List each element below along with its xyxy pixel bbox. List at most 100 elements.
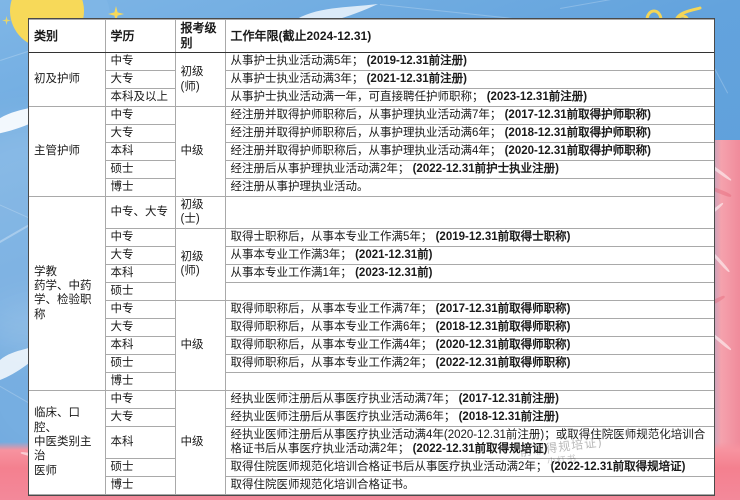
cell-education: 中专: [104, 389, 176, 409]
table-header: 类别 学历 报考级别 工作年限(截止2024-12.31): [29, 19, 714, 53]
cell-work-years: 从事护士执业活动满3年； (2021-12.31前注册): [224, 70, 714, 89]
table-row: 本科 从事本专业工作满1年； (2023-12.31前): [29, 263, 714, 283]
requirement-deadline: (2023-12.31前注册): [483, 91, 588, 104]
table-row: 大专 从事本专业工作满3年； (2021-12.31前): [29, 245, 714, 265]
cell-work-years: 经注册从事护理执业活动。: [224, 178, 714, 197]
cell-education: 本科: [105, 335, 176, 355]
table-row: 大专 经执业医师注册后从事医疗执业活动满6年； (2018-12.31前注册): [29, 407, 714, 427]
table-row: 大专 经注册并取得护师职称后，从事护理执业活动满6年； (2018-12.31前取…: [29, 124, 714, 143]
table-row: 大专 从事护士执业活动满3年； (2021-12.31前注册): [29, 70, 714, 89]
cell-education: 中专: [105, 227, 176, 247]
cell-education: 本科: [105, 142, 176, 161]
cell-work-years: 经执业医师注册后从事医疗执业活动满7年； (2017-12.31前注册): [224, 389, 714, 409]
requirement-deadline: (2019-12.31前取得士职称): [432, 231, 571, 244]
cell-exam-level: 中级: [174, 389, 226, 495]
cell-category: 初及护师: [29, 52, 106, 107]
requirement-deadline: (2018-12.31前注册): [455, 411, 559, 424]
table-row: 主管护师 中专 中级 经注册并取得护师职称后，从事护理执业活动满7年； (2017-1…: [29, 106, 714, 197]
star-icon: [2, 16, 11, 25]
cell-education: 本科及以上: [105, 88, 176, 107]
cell-education: 博士: [105, 178, 176, 197]
cell-education: 大专: [105, 70, 176, 89]
table-row: 临床、口腔、 中医类别主治 医师 中专 中级 经执业医师注册后从事医疗执业活动满7年； (…: [29, 389, 714, 495]
cell-work-years: 取得师职称后，从事本专业工作满2年； (2022-12.31前取得师职称): [224, 353, 714, 373]
table-row: 硕士 经注册后从事护理执业活动满2年； (2022-12.31前护士执业注册): [29, 160, 714, 179]
requirement-deadline: (2017-12.31前取得护师职称): [501, 109, 651, 122]
table-header-row: 类别 学历 报考级别 工作年限(截止2024-12.31): [29, 19, 714, 53]
cell-work-years: 取得师职称后，从事本专业工作满4年； (2020-12.31前取得师职称): [224, 335, 714, 355]
cell-education: 大专: [105, 317, 176, 337]
qualification-table: 类别 学历 报考级别 工作年限(截止2024-12.31) 初及护师 中专 初级 (师…: [29, 19, 714, 495]
cell-work-years: 从事护士执业活动满一年，可直接聘任护师职称； (2023-12.31前注册): [224, 88, 714, 107]
column-header-exam-level: 报考级别: [174, 19, 226, 53]
cell-education: 硕士: [105, 281, 176, 301]
table-row: 本科 经执业医师注册后从事医疗执业活动满4年(2020-12.31前注册)；或取得…: [29, 425, 714, 459]
requirement-deadline: (2022-12.31前取得师职称): [432, 357, 571, 370]
cell-work-years: 经注册并取得护师职称后，从事护理执业活动满6年； (2018-12.31前取得护…: [224, 124, 714, 143]
requirement-deadline: (2021-12.31前): [351, 249, 433, 262]
table-body: 初及护师 中专 初级 (师) 从事护士执业活动满5年； (2019-12.31前注册) 大…: [29, 52, 714, 495]
table-row: 中专 中级 取得师职称后，从事本专业工作满7年； (2017-12.31前取得师职称…: [29, 299, 714, 391]
requirement-deadline: (2022-12.31前取得规培证): [547, 460, 686, 473]
requirement-deadline: (2022-12.31前取得规培证): [409, 443, 548, 456]
cell-work-years: 经注册并取得护师职称后，从事护理执业活动满4年； (2020-12.31前取得护…: [224, 142, 714, 161]
cell-work-years: 从事本专业工作满1年； (2023-12.31前): [224, 263, 714, 283]
cell-work-years: 取得师职称后，从事本专业工作满6年； (2018-12.31前取得师职称): [224, 317, 714, 337]
qualification-table-container: 类别 学历 报考级别 工作年限(截止2024-12.31) 初及护师 中专 初级 (师…: [28, 18, 715, 496]
cell-work-years: 取得士职称后，从事本专业工作满5年； (2019-12.31前取得士职称): [224, 227, 714, 247]
requirement-deadline: (2022-12.31前护士执业注册): [409, 163, 559, 176]
table-row: 中专 初级(师) 取得士职称后，从事本专业工作满5年； (2019-12.31前取得…: [29, 227, 714, 301]
table-row: 博士 取得住院医师规范化培训合格证书。: [29, 475, 714, 495]
requirement-deadline: (2017-12.31前注册): [455, 393, 559, 406]
cell-category: 主管护师: [29, 106, 106, 197]
requirement-deadline: (2020-12.31前取得护师职称): [501, 145, 651, 158]
table-row: 硕士 取得师职称后，从事本专业工作满2年； (2022-12.31前取得师职称): [29, 353, 714, 373]
requirement-deadline: (2021-12.31前注册): [363, 73, 467, 86]
column-header-category: 类别: [29, 19, 106, 53]
cell-education: 中专: [104, 52, 176, 71]
cell-work-years: [224, 196, 714, 229]
table-row: 博士 经注册从事护理执业活动。: [29, 178, 714, 197]
requirement-deadline: (2018-12.31前取得师职称): [432, 321, 571, 334]
cell-exam-level: 中级: [174, 106, 226, 197]
requirement-deadline: (2019-12.31前注册): [363, 55, 467, 68]
cell-work-years: 取得住院医师规范化培训合格证书。: [224, 475, 714, 495]
cell-education: 硕士: [105, 160, 176, 179]
cell-category: 学教 药学、中药 学、检验职称: [29, 196, 106, 391]
cell-education: 中专: [104, 106, 176, 125]
cell-work-years: 经注册并取得护师职称后，从事护理执业活动满7年； (2017-12.31前取得护…: [224, 106, 714, 125]
requirement-deadline: (2023-12.31前): [351, 267, 433, 280]
cell-category: 临床、口腔、 中医类别主治 医师: [29, 389, 106, 495]
cell-education: 大专: [105, 124, 176, 143]
table-row: 本科及以上 从事护士执业活动满一年，可直接聘任护师职称； (2023-12.31前…: [29, 88, 714, 107]
cell-education: 硕士: [105, 457, 176, 477]
column-header-education: 学历: [104, 19, 176, 53]
table-row: 大专 取得师职称后，从事本专业工作满6年； (2018-12.31前取得师职称): [29, 317, 714, 337]
table-row: 初及护师 中专 初级 (师) 从事护士执业活动满5年； (2019-12.31前注册): [29, 52, 714, 107]
cell-work-years: 取得住院医师规范化培训合格证书后从事医疗执业活动满2年； (2022-12.31…: [224, 457, 714, 477]
requirement-deadline: (2017-12.31前取得师职称): [432, 303, 571, 316]
cell-work-years: 从事本专业工作满3年； (2021-12.31前): [224, 245, 714, 265]
table-row: 学教 药学、中药 学、检验职称 中专、大专 初级 (士): [29, 196, 714, 391]
requirement-deadline: (2018-12.31前取得护师职称): [501, 127, 651, 140]
requirement-deadline: (2020-12.31前取得师职称): [432, 339, 571, 352]
table-row: 硕士: [29, 281, 714, 301]
cell-education: 大专: [105, 407, 176, 427]
table-row: 本科 经注册并取得护师职称后，从事护理执业活动满4年； (2020-12.31前取…: [29, 142, 714, 161]
cell-education: 大专: [105, 245, 176, 265]
column-header-work-years: 工作年限(截止2024-12.31): [224, 19, 714, 53]
cell-exam-level: 初级 (士): [174, 196, 226, 229]
table-row: 本科 取得师职称后，从事本专业工作满4年； (2020-12.31前取得师职称): [29, 335, 714, 355]
cell-work-years: 从事护士执业活动满5年； (2019-12.31前注册): [224, 52, 714, 71]
cell-education: 本科: [105, 263, 176, 283]
table-row: 硕士 取得住院医师规范化培训合格证书后从事医疗执业活动满2年； (2022-12.…: [29, 457, 714, 477]
cell-education: 中专: [105, 299, 176, 319]
cell-exam-level: 初级(师): [174, 52, 226, 107]
cell-education: 中专、大专: [104, 196, 176, 229]
cell-education: 硕士: [105, 353, 176, 373]
cell-work-years: 经执业医师注册后从事医疗执业活动满6年； (2018-12.31前注册): [224, 407, 714, 427]
cell-education: 本科: [105, 425, 176, 459]
cell-education: 博士: [105, 371, 176, 391]
cell-exam-level: 初级(师): [174, 227, 226, 301]
cell-work-years: 经执业医师注册后从事医疗执业活动满4年(2020-12.31前注册)；或取得住院…: [224, 425, 714, 459]
